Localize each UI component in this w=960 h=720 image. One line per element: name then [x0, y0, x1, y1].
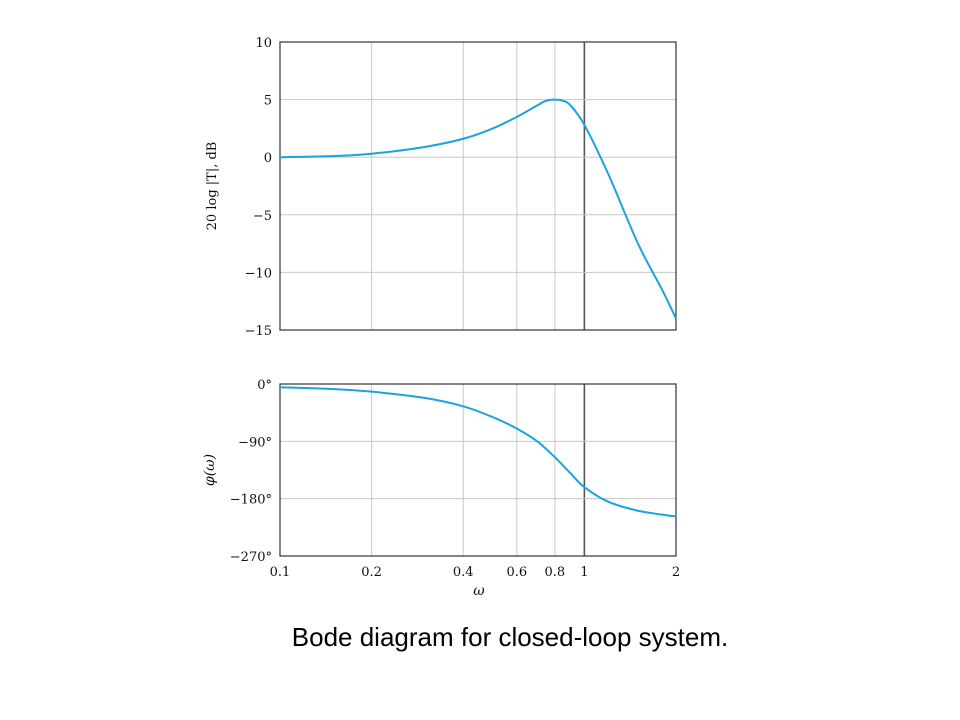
plot-frame	[279, 41, 677, 331]
x-tick-label: 0.6	[507, 565, 528, 580]
figure-caption: Bode diagram for closed-loop system.	[291, 622, 729, 652]
y-tick-label: 10	[255, 36, 272, 51]
x-tick-label: 0.8	[545, 565, 566, 580]
x-tick-label: 0.1	[270, 565, 291, 580]
plot-frame	[279, 383, 677, 557]
phase-series-line	[279, 386, 677, 518]
y-tick-label: −10	[245, 266, 272, 281]
magnitude-plot: 10 5 0 −5 −10 −15	[245, 36, 677, 339]
y-tick-label: −5	[253, 209, 272, 224]
x-tick-label: 2	[672, 565, 680, 580]
y-tick-label: 0	[264, 151, 272, 166]
phase-plot: 0° −90° −180° −270°0.1 0.2 0.4 0.6 0.8 1 2	[230, 378, 680, 580]
magnitude-series-line	[279, 98, 677, 319]
x-tick-label: 0.4	[453, 565, 474, 580]
y-tick-label: −270°	[230, 550, 272, 565]
y-tick-label: 0°	[257, 378, 272, 393]
magnitude-axis-label: 20 log |T|, dB	[205, 142, 220, 231]
phase-axis-label: φ(ω)	[202, 454, 218, 486]
y-tick-label: −15	[245, 324, 272, 339]
y-tick-label: 5	[264, 94, 272, 109]
x-tick-label: 1	[580, 565, 588, 580]
y-tick-label: −90°	[238, 435, 272, 450]
x-tick-label: 0.2	[361, 565, 382, 580]
omega-axis-label: ω	[473, 583, 485, 599]
y-tick-label: −180°	[230, 493, 272, 508]
